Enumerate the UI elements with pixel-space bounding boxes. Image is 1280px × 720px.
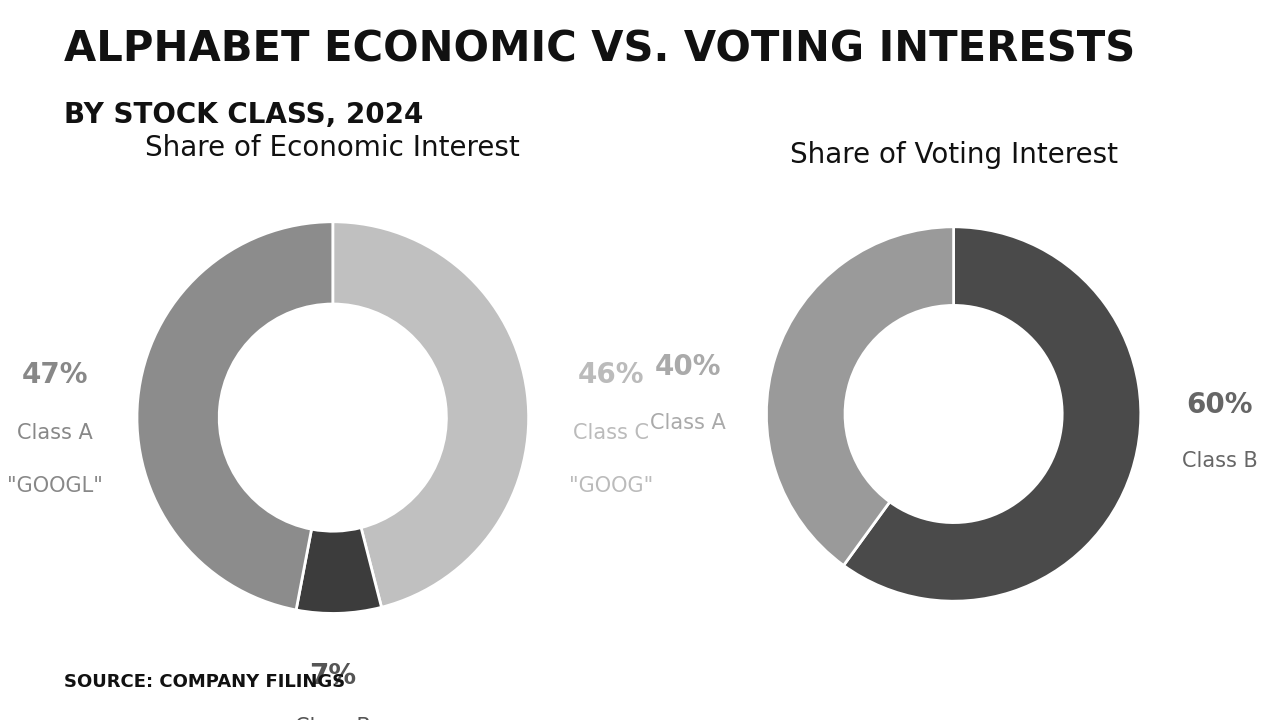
Text: BY STOCK CLASS, 2024: BY STOCK CLASS, 2024 [64, 101, 424, 129]
Text: Class C: Class C [573, 423, 649, 444]
Text: 46%: 46% [577, 361, 644, 389]
Text: 7%: 7% [310, 662, 356, 690]
Wedge shape [333, 222, 529, 607]
Title: Share of Voting Interest: Share of Voting Interest [790, 141, 1117, 169]
Text: "GOOG": "GOOG" [568, 476, 653, 496]
Text: Class A: Class A [17, 423, 92, 444]
Wedge shape [137, 222, 333, 610]
Circle shape [223, 308, 443, 527]
Wedge shape [296, 528, 381, 613]
Text: SOURCE: COMPANY FILINGS: SOURCE: COMPANY FILINGS [64, 673, 346, 691]
Wedge shape [844, 227, 1140, 601]
Text: Class B: Class B [294, 717, 371, 720]
Text: Class B: Class B [1181, 451, 1257, 471]
Text: Class A: Class A [650, 413, 726, 433]
Text: 47%: 47% [22, 361, 88, 389]
Circle shape [849, 309, 1059, 519]
Text: 60%: 60% [1187, 391, 1253, 418]
Title: Share of Economic Interest: Share of Economic Interest [146, 134, 520, 162]
Text: 40%: 40% [654, 354, 721, 381]
Text: "GOOGL": "GOOGL" [6, 476, 102, 496]
Wedge shape [767, 227, 954, 565]
Text: ALPHABET ECONOMIC VS. VOTING INTERESTS: ALPHABET ECONOMIC VS. VOTING INTERESTS [64, 29, 1135, 71]
